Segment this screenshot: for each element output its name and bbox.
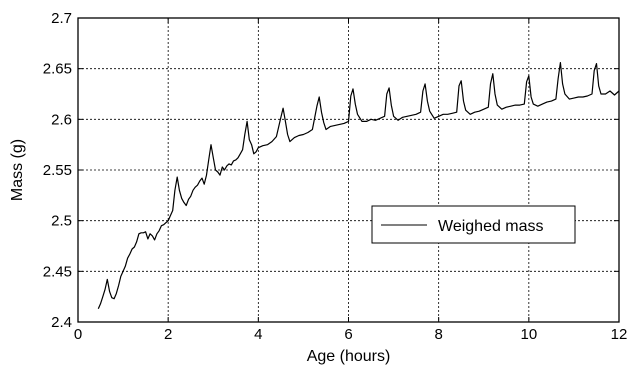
x-tick-label: 8 bbox=[434, 326, 442, 343]
x-axis-label: Age (hours) bbox=[307, 348, 391, 365]
y-tick-label: 2.65 bbox=[43, 61, 72, 78]
series-layer bbox=[97, 61, 620, 310]
y-tick-label: 2.45 bbox=[43, 263, 72, 280]
legend: Weighed mass bbox=[371, 205, 576, 244]
grid-lines bbox=[78, 18, 619, 322]
y-tick-label: 2.6 bbox=[51, 111, 72, 128]
x-tick-label: 4 bbox=[254, 326, 262, 343]
x-tick-label: 0 bbox=[74, 326, 82, 343]
x-tick-label: 2 bbox=[164, 326, 172, 343]
legend-entry-weighed-mass: Weighed mass bbox=[438, 218, 544, 235]
y-tick-label: 2.7 bbox=[51, 10, 72, 27]
y-axis-label: Mass (g) bbox=[9, 139, 26, 201]
y-tick-label: 2.55 bbox=[43, 162, 72, 179]
y-tick-label: 2.5 bbox=[51, 213, 72, 230]
series-line-weighed-mass bbox=[97, 61, 620, 310]
y-tick-label: 2.4 bbox=[51, 314, 72, 331]
x-tick-label: 10 bbox=[520, 326, 537, 343]
tick-marks bbox=[77, 17, 620, 323]
tick-labels: 0 2 4 6 8 10 12 2.4 2.45 2.5 2.55 2.6 2.65 2.7 bbox=[43, 10, 628, 343]
x-tick-label: 12 bbox=[611, 326, 628, 343]
x-tick-label: 6 bbox=[344, 326, 352, 343]
